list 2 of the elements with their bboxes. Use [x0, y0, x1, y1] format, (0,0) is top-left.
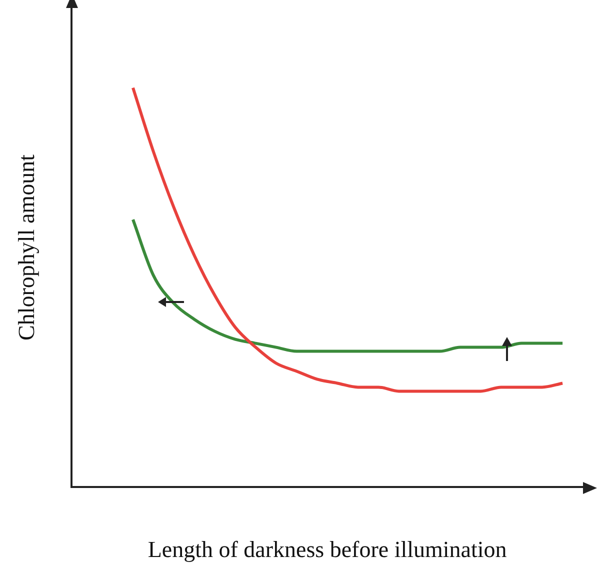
x-axis-title: Length of darkness before illumination	[148, 537, 508, 562]
y-axis-title: Chlorophyll amount	[14, 154, 39, 340]
